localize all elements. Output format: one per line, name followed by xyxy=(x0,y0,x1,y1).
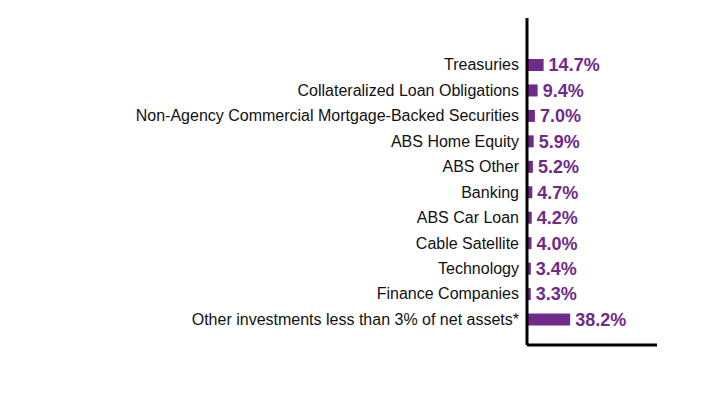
svg-text:4.7%: 4.7% xyxy=(537,183,578,203)
svg-text:3.4%: 3.4% xyxy=(536,259,577,279)
svg-text:9.4%: 9.4% xyxy=(543,81,584,101)
svg-text:5.9%: 5.9% xyxy=(539,132,580,152)
svg-text:5.2%: 5.2% xyxy=(538,157,579,177)
svg-text:ABS Other: ABS Other xyxy=(443,158,520,175)
svg-text:Finance Companies: Finance Companies xyxy=(377,285,519,302)
svg-text:Banking: Banking xyxy=(461,184,519,201)
svg-text:Cable Satellite: Cable Satellite xyxy=(416,235,519,252)
svg-text:7.0%: 7.0% xyxy=(540,106,581,126)
svg-text:ABS Car Loan: ABS Car Loan xyxy=(417,209,519,226)
svg-text:4.0%: 4.0% xyxy=(537,234,578,254)
svg-text:38.2%: 38.2% xyxy=(575,310,626,330)
svg-text:Technology: Technology xyxy=(438,260,519,277)
svg-text:Treasuries: Treasuries xyxy=(444,56,519,73)
svg-text:Other investments less than 3%: Other investments less than 3% of net as… xyxy=(192,311,519,328)
svg-text:4.2%: 4.2% xyxy=(537,208,578,228)
svg-text:3.3%: 3.3% xyxy=(536,284,577,304)
svg-text:ABS Home Equity: ABS Home Equity xyxy=(391,133,519,150)
svg-text:Non-Agency Commercial Mortgage: Non-Agency Commercial Mortgage-Backed Se… xyxy=(136,107,519,124)
svg-text:Collateralized Loan Obligation: Collateralized Loan Obligations xyxy=(298,82,519,99)
svg-text:14.7%: 14.7% xyxy=(549,55,600,75)
